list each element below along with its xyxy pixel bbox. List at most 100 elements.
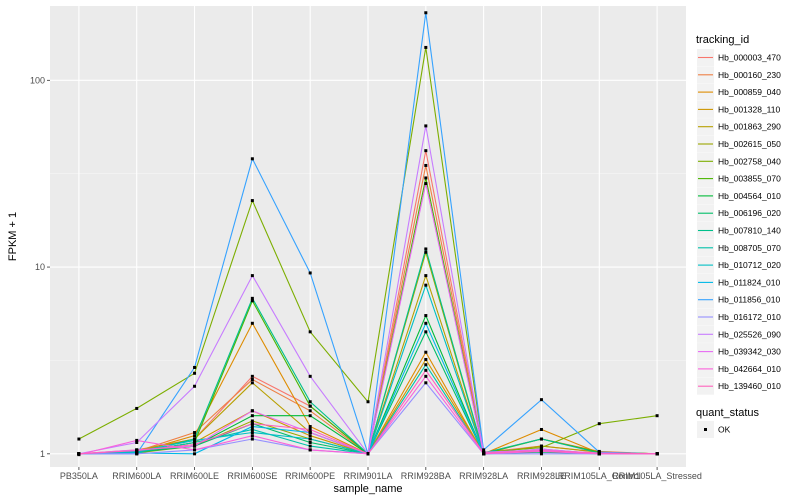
data-point bbox=[539, 447, 543, 451]
x-tick-label: RRIM105LA_Control bbox=[558, 471, 641, 481]
x-tick-label: RRIM600PE bbox=[285, 471, 335, 481]
data-point bbox=[250, 157, 254, 161]
data-point bbox=[135, 438, 139, 442]
data-point bbox=[308, 448, 312, 452]
data-point bbox=[250, 199, 254, 203]
data-point bbox=[539, 437, 543, 441]
legend-title: quant_status bbox=[696, 407, 759, 419]
legend-label: Hb_006196_020 bbox=[718, 208, 781, 218]
data-point bbox=[135, 440, 139, 444]
data-point bbox=[308, 404, 312, 408]
data-point bbox=[308, 271, 312, 275]
data-point bbox=[482, 451, 486, 455]
data-point bbox=[250, 296, 254, 300]
y-tick-label: 1 bbox=[40, 449, 45, 459]
data-point bbox=[250, 431, 254, 435]
x-tick-label: RRIM105LA_Stressed bbox=[612, 471, 702, 481]
data-point bbox=[539, 452, 543, 456]
data-point bbox=[308, 427, 312, 431]
legend-label: Hb_004564_010 bbox=[718, 191, 781, 201]
data-point bbox=[250, 419, 254, 423]
legend-label: Hb_010712_020 bbox=[718, 260, 781, 270]
data-point bbox=[77, 437, 81, 441]
data-point bbox=[424, 45, 428, 49]
x-tick-label: RRIM928LA bbox=[459, 471, 508, 481]
data-point bbox=[424, 124, 428, 128]
x-tick-label: RRIM901LA bbox=[343, 471, 392, 481]
legend-label: Hb_007810_140 bbox=[718, 226, 781, 236]
x-tick-label: RRIM928BA bbox=[401, 471, 451, 481]
legend-title: tracking_id bbox=[696, 34, 749, 46]
data-point bbox=[424, 350, 428, 354]
legend-label: Hb_011824_010 bbox=[718, 277, 781, 287]
data-point bbox=[308, 414, 312, 418]
data-point bbox=[366, 400, 370, 404]
legend-key-point bbox=[704, 428, 707, 431]
data-point bbox=[308, 425, 312, 429]
data-point bbox=[193, 431, 197, 435]
y-tick-label: 100 bbox=[30, 75, 45, 85]
legend-label: Hb_000003_470 bbox=[718, 53, 781, 63]
legend-label: Hb_003855_070 bbox=[718, 174, 781, 184]
data-point bbox=[77, 452, 81, 456]
x-tick-label: PB350LA bbox=[60, 471, 98, 481]
data-point bbox=[424, 11, 428, 15]
y-axis: 1 10 100 bbox=[30, 75, 50, 459]
legend-label: Hb_002615_050 bbox=[718, 139, 781, 149]
data-point bbox=[308, 437, 312, 441]
data-point bbox=[482, 448, 486, 452]
data-point bbox=[597, 451, 601, 455]
x-tick-label: RRIM928LE bbox=[517, 471, 566, 481]
data-point bbox=[308, 330, 312, 334]
data-point bbox=[539, 449, 543, 453]
x-tick-label: RRIM600LA bbox=[112, 471, 161, 481]
data-point bbox=[250, 374, 254, 378]
data-point bbox=[308, 374, 312, 378]
data-point bbox=[308, 434, 312, 438]
legend-label: Hb_025526_090 bbox=[718, 329, 781, 339]
data-point bbox=[193, 371, 197, 375]
y-axis-title: FPKM + 1 bbox=[7, 212, 19, 261]
data-point bbox=[366, 452, 370, 456]
data-point bbox=[193, 365, 197, 369]
data-point bbox=[539, 398, 543, 402]
legend-label: Hb_001863_290 bbox=[718, 122, 781, 132]
legend-label: Hb_001328_110 bbox=[718, 104, 781, 114]
x-tick-label: RRIM600LE bbox=[170, 471, 219, 481]
data-point bbox=[250, 422, 254, 426]
data-points bbox=[77, 11, 659, 457]
y-tick-label: 10 bbox=[35, 262, 45, 272]
data-point bbox=[193, 384, 197, 388]
data-point bbox=[250, 381, 254, 385]
data-point bbox=[250, 299, 254, 303]
legend-label: Hb_042664_010 bbox=[718, 364, 781, 374]
x-axis: PB350LA RRIM600LA RRIM600LE RRIM600SE RRIM60… bbox=[60, 467, 702, 481]
data-point bbox=[250, 321, 254, 325]
data-point bbox=[424, 363, 428, 367]
data-point bbox=[424, 283, 428, 287]
legend-label: Hb_008705_070 bbox=[718, 243, 781, 253]
data-point bbox=[308, 400, 312, 404]
x-tick-label: RRIM600SE bbox=[227, 471, 277, 481]
data-point bbox=[250, 414, 254, 418]
data-point bbox=[424, 176, 428, 180]
data-point bbox=[424, 149, 428, 153]
data-point bbox=[193, 448, 197, 452]
data-point bbox=[193, 440, 197, 444]
data-point bbox=[424, 247, 428, 251]
data-point bbox=[308, 431, 312, 435]
data-point bbox=[135, 406, 139, 410]
data-point bbox=[135, 449, 139, 453]
data-point bbox=[308, 444, 312, 448]
legend-label: Hb_000859_040 bbox=[718, 87, 781, 97]
data-point bbox=[193, 438, 197, 442]
data-point bbox=[193, 452, 197, 456]
data-point bbox=[250, 437, 254, 441]
data-point bbox=[250, 409, 254, 413]
data-point bbox=[424, 250, 428, 254]
data-point bbox=[424, 330, 428, 334]
data-point bbox=[250, 425, 254, 429]
data-point bbox=[250, 427, 254, 431]
data-point bbox=[250, 378, 254, 382]
